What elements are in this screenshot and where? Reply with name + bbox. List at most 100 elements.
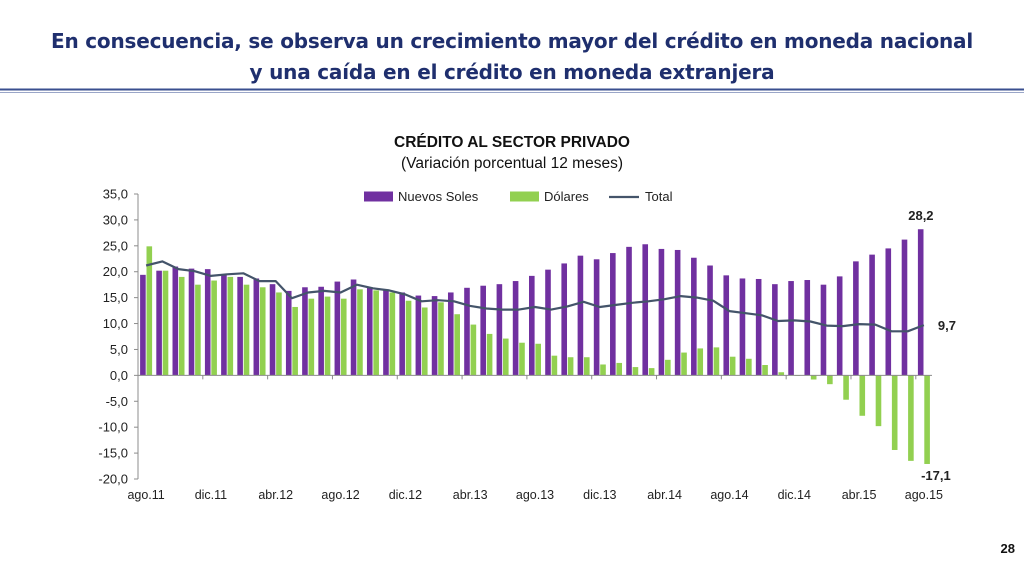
bar-dolares — [535, 343, 541, 376]
bar-nuevos-soles — [318, 286, 324, 376]
bar-nuevos-soles — [512, 281, 519, 376]
bar-nuevos-soles — [869, 254, 875, 376]
bar-dolares — [778, 372, 785, 376]
bar-nuevos-soles — [820, 284, 827, 376]
bar-dolares — [276, 292, 282, 376]
bar-nuevos-soles — [529, 275, 535, 376]
bar-dolares — [357, 289, 363, 376]
bar-nuevos-soles — [253, 278, 260, 376]
bar-dolares — [810, 375, 817, 380]
bar-nuevos-soles — [188, 268, 195, 376]
bar-dolares — [729, 356, 736, 376]
y-tick-label: 25,0 — [103, 238, 128, 253]
legend-label-dolares: Dólares — [544, 189, 589, 204]
bar-dolares — [211, 280, 217, 376]
bar-dolares — [584, 357, 590, 376]
bar-nuevos-soles — [561, 263, 568, 376]
bar-dolares — [243, 284, 250, 376]
bar-nuevos-soles — [723, 275, 730, 376]
bar-nuevos-soles — [366, 287, 373, 376]
bar-nuevos-soles — [739, 278, 746, 376]
bar-nuevos-soles — [577, 255, 584, 376]
bar-dolares — [875, 375, 882, 427]
bar-nuevos-soles — [204, 269, 211, 376]
bar-dolares — [146, 246, 153, 376]
bar-dolares — [567, 357, 574, 376]
data-label-nuevos-soles-last: 28,2 — [908, 208, 933, 223]
bar-nuevos-soles — [642, 244, 649, 376]
bar-dolares — [600, 364, 606, 376]
bar-dolares — [697, 348, 704, 376]
bar-nuevos-soles — [464, 287, 470, 376]
bar-nuevos-soles — [334, 281, 341, 376]
bar-dolares — [405, 300, 412, 376]
bar-nuevos-soles — [431, 296, 438, 376]
slide-title-line-1: En consecuencia, se observa un crecimien… — [51, 29, 973, 53]
bar-dolares — [162, 270, 169, 376]
bar-nuevos-soles — [285, 290, 292, 376]
bar-nuevos-soles — [853, 261, 859, 376]
title-divider — [0, 88, 1024, 93]
bar-dolares — [908, 375, 914, 461]
x-tick-label: dic.13 — [583, 488, 616, 502]
bar-nuevos-soles — [156, 270, 162, 376]
bar-nuevos-soles — [658, 248, 665, 376]
bar-dolares — [551, 355, 558, 376]
bar-dolares — [924, 375, 930, 464]
bar-nuevos-soles — [917, 229, 924, 376]
bar-nuevos-soles — [593, 259, 600, 376]
bar-nuevos-soles — [237, 276, 243, 376]
bar-nuevos-soles — [221, 274, 227, 376]
bar-dolares — [438, 302, 444, 376]
y-tick-label: 10,0 — [103, 316, 128, 331]
chart-subtitle: (Variación porcentual 12 meses) — [401, 155, 623, 172]
slide-title: En consecuencia, se observa un crecimien… — [0, 26, 1024, 88]
bar-dolares — [259, 287, 266, 376]
bar-nuevos-soles — [610, 253, 616, 376]
y-tick-label: 0,0 — [110, 368, 128, 383]
bar-dolares — [632, 367, 639, 376]
bar-dolares — [324, 296, 331, 376]
bar-nuevos-soles — [302, 287, 308, 376]
x-tick-label: abr.12 — [258, 488, 293, 502]
bar-nuevos-soles — [755, 278, 762, 376]
bar-nuevos-soles — [269, 284, 276, 376]
page-number: 28 — [1000, 541, 1015, 556]
legend-swatch-dolares — [510, 191, 539, 202]
x-tick-label: abr.14 — [647, 488, 682, 502]
bar-dolares — [762, 365, 768, 376]
y-tick-label: 5,0 — [110, 342, 128, 357]
legend-label-total: Total — [645, 189, 673, 204]
bar-dolares — [519, 342, 525, 376]
bar-dolares — [616, 362, 623, 376]
bar-dolares — [195, 284, 201, 376]
bar-dolares — [454, 314, 460, 376]
y-tick-label: 20,0 — [103, 264, 128, 279]
x-tick-label: ago.13 — [516, 488, 554, 502]
x-tick-label: ago.15 — [905, 488, 943, 502]
y-tick-label: -5,0 — [106, 394, 128, 409]
y-tick-label: 35,0 — [103, 187, 128, 202]
chart-title: CRÉDITO AL SECTOR PRIVADO — [394, 134, 630, 151]
bar-nuevos-soles — [626, 246, 632, 376]
bar-dolares — [292, 306, 298, 376]
x-tick-label: ago.12 — [321, 488, 359, 502]
bar-nuevos-soles — [415, 295, 422, 376]
bar-dolares — [891, 375, 898, 450]
bar-nuevos-soles — [172, 266, 179, 376]
bar-nuevos-soles — [447, 292, 454, 376]
bar-dolares — [502, 338, 509, 376]
bar-nuevos-soles — [691, 257, 697, 376]
y-tick-label: -10,0 — [98, 420, 128, 435]
bar-dolares — [340, 298, 347, 376]
slide-title-line-2: y una caída en el crédito en moneda extr… — [249, 60, 775, 84]
bar-dolares — [178, 276, 185, 376]
x-tick-label: abr.13 — [453, 488, 488, 502]
x-tick-label: ago.14 — [710, 488, 748, 502]
bar-nuevos-soles — [480, 285, 486, 376]
data-label-total-last: 9,7 — [938, 318, 956, 333]
y-tick-label: 30,0 — [103, 212, 128, 227]
bar-nuevos-soles — [399, 292, 405, 376]
bar-dolares — [227, 276, 234, 376]
